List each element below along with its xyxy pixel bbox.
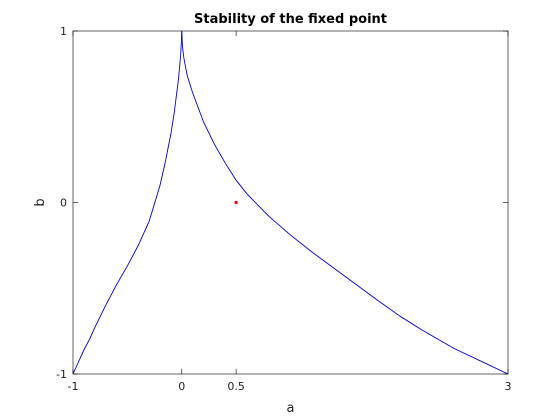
x-tick-label: 0 — [178, 380, 185, 393]
stability-boundary-line-2 — [181, 30, 509, 375]
plot-area — [72, 30, 509, 375]
x-tick-label: 3 — [505, 380, 512, 393]
y-tick-label: 1 — [60, 25, 67, 38]
fixed-point-marker — [234, 201, 238, 204]
chart-title: Stability of the fixed point — [194, 12, 387, 27]
y-axis-label: b — [33, 198, 48, 206]
tick-labels: -1 0 0.5 3 -1 0 1 — [56, 25, 511, 393]
tick-marks — [72, 30, 509, 375]
y-tick-label: -1 — [56, 368, 67, 381]
x-tick-label: 0.5 — [227, 380, 245, 393]
points-layer — [234, 201, 238, 204]
stability-boundary-line-1 — [72, 30, 183, 375]
x-tick-label: -1 — [68, 380, 79, 393]
y-tick-label: 0 — [60, 197, 67, 210]
x-axis-label: a — [287, 401, 295, 416]
series-layer — [72, 30, 509, 375]
